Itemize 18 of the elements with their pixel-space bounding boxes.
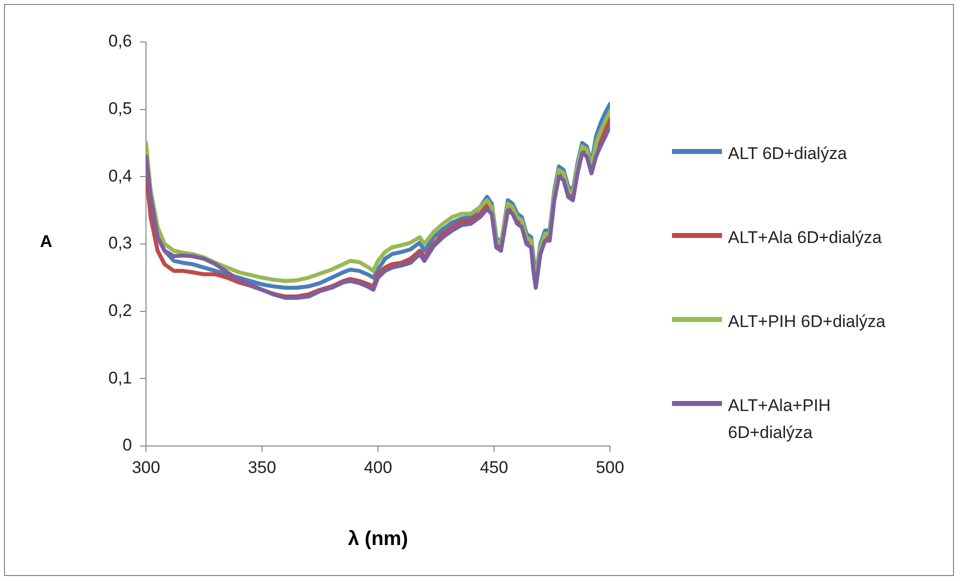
x-tick-label: 350 — [248, 458, 276, 477]
y-tick-label: 0,3 — [108, 234, 132, 253]
y-axis-title: A — [40, 232, 52, 252]
x-tick-label: 300 — [132, 458, 160, 477]
y-tick-label: 0 — [122, 436, 132, 455]
legend-label: ALT+PIH 6D+dialýza — [728, 311, 886, 333]
x-tick-label: 450 — [480, 458, 508, 477]
y-tick-label: 0,4 — [108, 166, 132, 186]
x-tick-label: 500 — [596, 458, 624, 477]
y-tick-label: 0,5 — [108, 99, 132, 118]
legend-label: ALT 6D+dialýza — [728, 143, 848, 165]
x-tick-label: 400 — [364, 458, 392, 477]
legend-label: ALT+Ala+PIH 6D+dialýza — [728, 395, 832, 444]
y-tick-label: 0,6 — [108, 32, 132, 51]
y-tick-label: 0,1 — [108, 368, 132, 388]
y-tick-label: 0,2 — [108, 301, 132, 320]
x-axis-title: λ (nm) — [347, 528, 409, 551]
legend-label: ALT+Ala 6D+dialýza — [728, 227, 883, 249]
